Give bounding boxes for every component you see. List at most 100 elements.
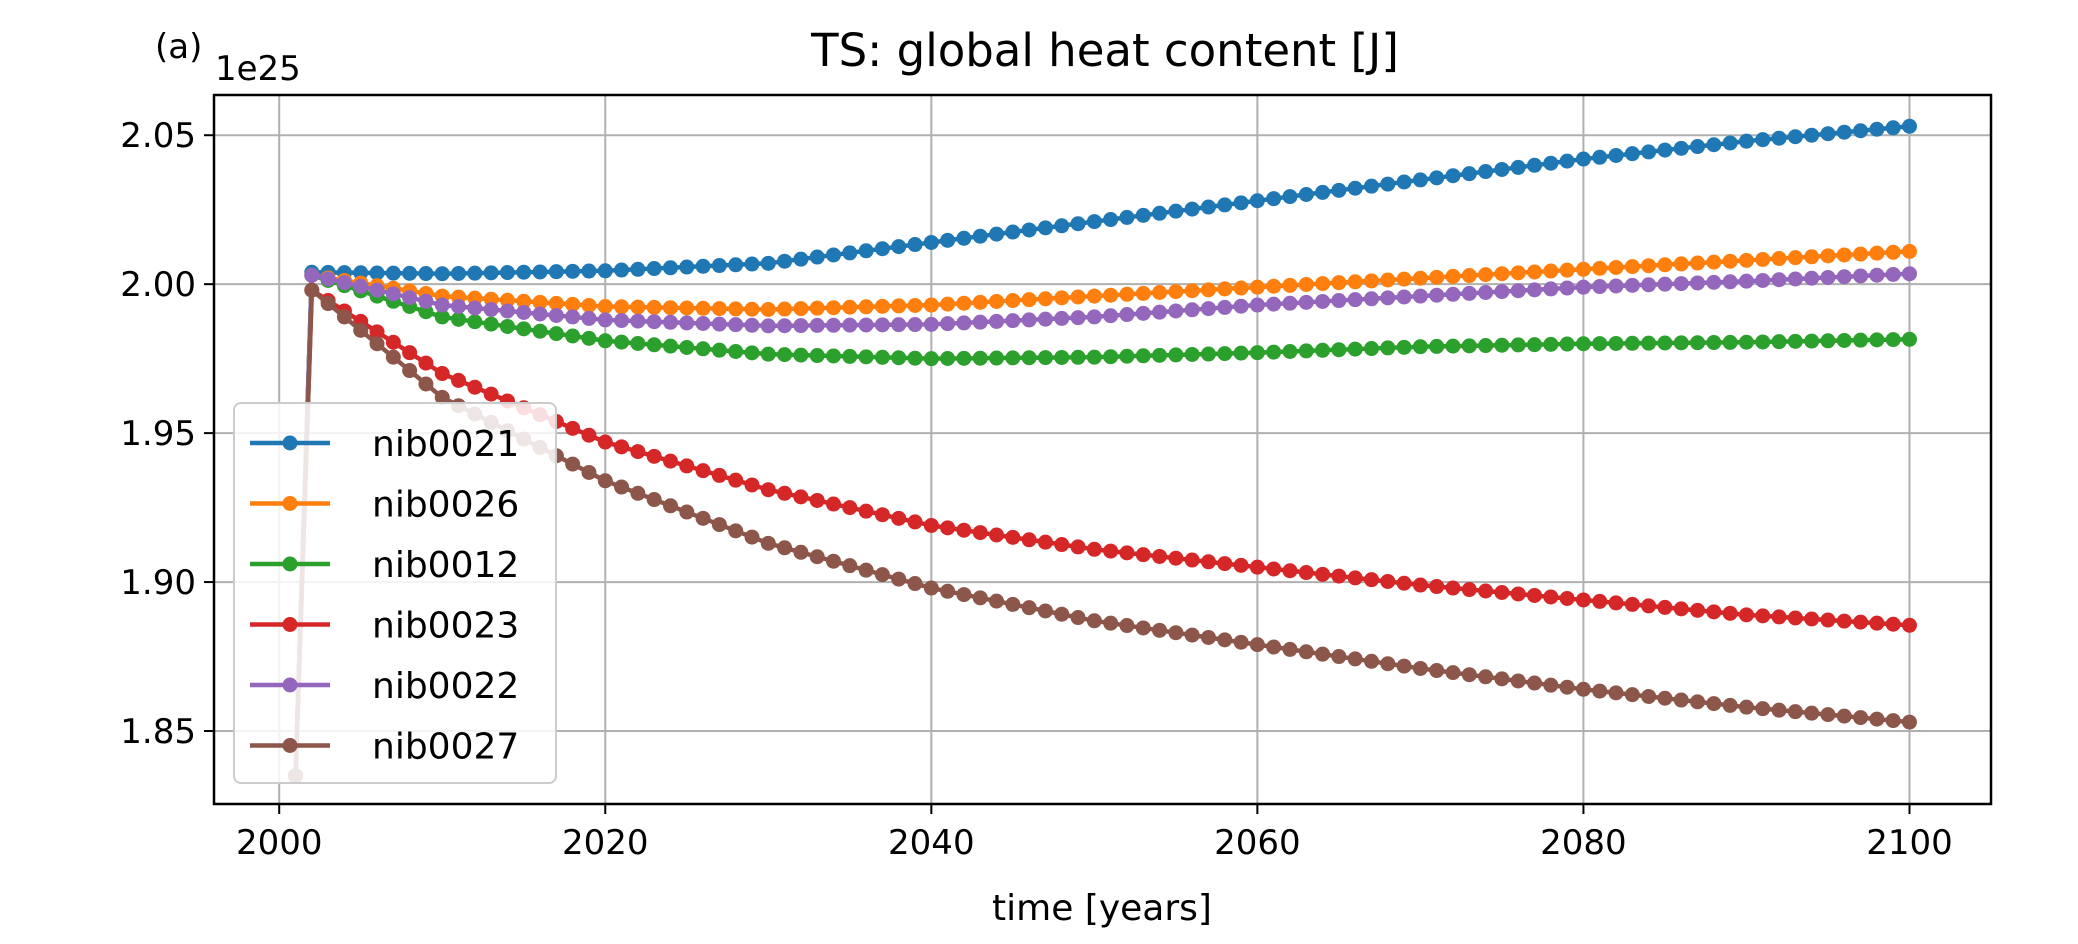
data-point [793, 347, 809, 363]
data-point [1249, 193, 1265, 209]
data-point [1135, 305, 1151, 321]
data-point [1494, 584, 1510, 600]
data-point [711, 342, 727, 358]
data-point [1592, 260, 1608, 276]
x-axis: 2000 2020 2040 2060 2080 2100 [236, 804, 1953, 863]
y-tick-label: 2.05 [120, 116, 196, 156]
series-line-nib0012 [293, 272, 1910, 776]
data-point [1869, 332, 1885, 348]
data-point [1771, 702, 1787, 718]
data-point [1086, 541, 1102, 557]
data-point [597, 312, 613, 328]
data-point [1363, 341, 1379, 357]
data-point [467, 265, 483, 281]
data-point [1869, 121, 1885, 137]
data-point [1657, 335, 1673, 351]
data-point [614, 299, 630, 315]
data-point [662, 498, 678, 514]
data-point [711, 517, 727, 533]
data-point [304, 282, 320, 298]
data-point [1347, 341, 1363, 357]
data-point [842, 317, 858, 333]
data-point [1184, 552, 1200, 568]
data-point [1103, 212, 1119, 228]
data-point [1869, 711, 1885, 727]
data-point [956, 587, 972, 603]
data-point [1494, 337, 1510, 353]
data-point [1249, 559, 1265, 575]
data-point [874, 349, 890, 365]
data-point [467, 379, 483, 395]
data-point [581, 427, 597, 443]
data-point [728, 301, 744, 317]
series-line-nib0023 [293, 287, 1910, 776]
data-point [793, 301, 809, 317]
legend-marker [282, 496, 298, 511]
data-point [1184, 346, 1200, 362]
data-point [1396, 575, 1412, 591]
data-point [744, 477, 760, 493]
data-point [1510, 159, 1526, 175]
data-point [809, 492, 825, 508]
data-point [956, 315, 972, 331]
data-point [1233, 298, 1249, 314]
data-point [1755, 132, 1771, 148]
data-point [1037, 534, 1053, 550]
data-point [1282, 295, 1298, 311]
data-point [728, 343, 744, 359]
data-point [1005, 293, 1021, 309]
data-point [874, 507, 890, 523]
data-point [907, 237, 923, 253]
data-point [972, 228, 988, 244]
data-point [434, 389, 450, 405]
data-point [1005, 224, 1021, 240]
data-point [320, 296, 336, 312]
legend-label: nib0023 [372, 606, 519, 647]
data-point [1086, 288, 1102, 304]
data-point [1315, 566, 1331, 582]
data-point [1054, 218, 1070, 234]
data-point [565, 456, 581, 472]
data-point [1429, 663, 1445, 679]
data-point [1331, 182, 1347, 198]
data-point [597, 299, 613, 315]
data-point [1690, 275, 1706, 291]
data-point [809, 348, 825, 364]
data-point [891, 350, 907, 366]
data-point [1152, 304, 1168, 320]
data-point [1690, 335, 1706, 351]
data-point [1559, 280, 1575, 296]
data-point [1070, 539, 1086, 555]
legend-marker [282, 677, 298, 693]
data-point [532, 306, 548, 322]
data-point [662, 338, 678, 354]
data-point [1787, 129, 1803, 145]
data-point [1363, 273, 1379, 289]
data-point [858, 243, 874, 259]
data-point [891, 239, 907, 255]
data-point [1722, 605, 1738, 621]
data-point [1200, 282, 1216, 298]
data-point [1021, 292, 1037, 308]
data-point [972, 314, 988, 330]
data-point [1885, 244, 1901, 260]
data-point [728, 257, 744, 273]
data-point [956, 350, 972, 366]
data-point [1461, 338, 1477, 354]
data-point [1494, 671, 1510, 687]
series-line-nib0027 [293, 287, 1910, 776]
data-point [1559, 679, 1575, 695]
data-point [1755, 334, 1771, 350]
data-point [695, 300, 711, 316]
data-point [1005, 350, 1021, 366]
data-point [989, 350, 1005, 366]
data-point [728, 317, 744, 333]
data-point [451, 311, 467, 327]
data-point [1021, 222, 1037, 238]
data-point [891, 317, 907, 333]
data-point [1054, 537, 1070, 553]
data-point [1152, 205, 1168, 221]
data-point [1233, 345, 1249, 361]
data-point [1184, 302, 1200, 318]
data-point [1135, 547, 1151, 563]
